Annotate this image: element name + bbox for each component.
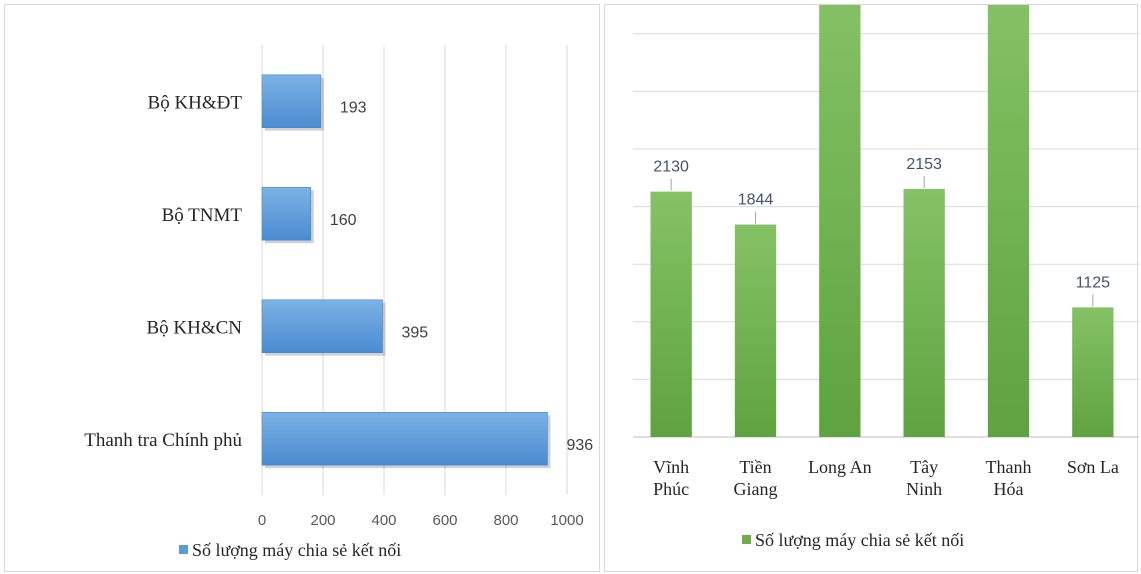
legend-swatch (742, 535, 751, 544)
legend-label: Số lượng máy chia sẻ kết nối (755, 530, 964, 550)
category-label: Tây (910, 457, 938, 477)
bar (261, 299, 383, 353)
category-label: Giang (734, 479, 778, 499)
category-label: Tiền (739, 457, 771, 477)
category-label: Thanh tra Chính phủ (84, 430, 242, 451)
left-bar-chart: 0 200 400 600 800 1000 Bộ KH&ĐT 193 Bộ TNMT 160 Bộ… (84, 45, 593, 560)
right-bar-chart: 2130VĩnhPhúc1844TiềnGiang3923Long An2153… (633, 5, 1139, 550)
data-label: 160 (330, 212, 357, 229)
right-chart-panel: 2130VĩnhPhúc1844TiềnGiang3923Long An2153… (604, 4, 1139, 572)
category-label: Phúc (653, 479, 689, 499)
category-label: Vĩnh (653, 457, 689, 477)
bar (261, 412, 548, 466)
category-label: Long An (808, 457, 872, 477)
data-label: 193 (340, 99, 367, 116)
category-label: Sơn La (1067, 457, 1119, 477)
x-tick-label: 1000 (550, 512, 583, 529)
x-tick-label: 800 (493, 512, 518, 529)
bar (819, 5, 861, 437)
data-label: 1844 (738, 192, 774, 209)
legend-swatch (179, 545, 188, 554)
legend-label: Số lượng máy chia sẻ kết nối (192, 540, 401, 560)
category-label: Bộ TNMT (162, 205, 243, 226)
data-label: 2130 (653, 159, 689, 176)
data-label: 1125 (1076, 274, 1111, 291)
bar (1072, 307, 1114, 437)
category-label: Thanh (986, 457, 1032, 477)
bar (734, 224, 777, 437)
left-chart-panel: 0 200 400 600 800 1000 Bộ KH&ĐT 193 Bộ TNMT 160 Bộ… (4, 4, 600, 572)
bar (261, 187, 312, 241)
category-label: Ninh (906, 479, 942, 499)
category-label: Bộ KH&CN (146, 317, 242, 338)
bar (650, 191, 692, 437)
data-label: 2153 (906, 156, 942, 173)
bar (903, 188, 945, 437)
data-label: 395 (401, 324, 428, 341)
bar (261, 74, 322, 128)
x-tick-label: 200 (310, 512, 335, 529)
category-label: Hóa (994, 479, 1024, 499)
bar (987, 5, 1030, 438)
category-label: Bộ KH&ĐT (148, 92, 243, 113)
x-tick-label: 0 (258, 512, 266, 529)
data-label: 936 (566, 437, 593, 454)
x-tick-label: 600 (432, 512, 457, 529)
x-tick-label: 400 (371, 512, 396, 529)
